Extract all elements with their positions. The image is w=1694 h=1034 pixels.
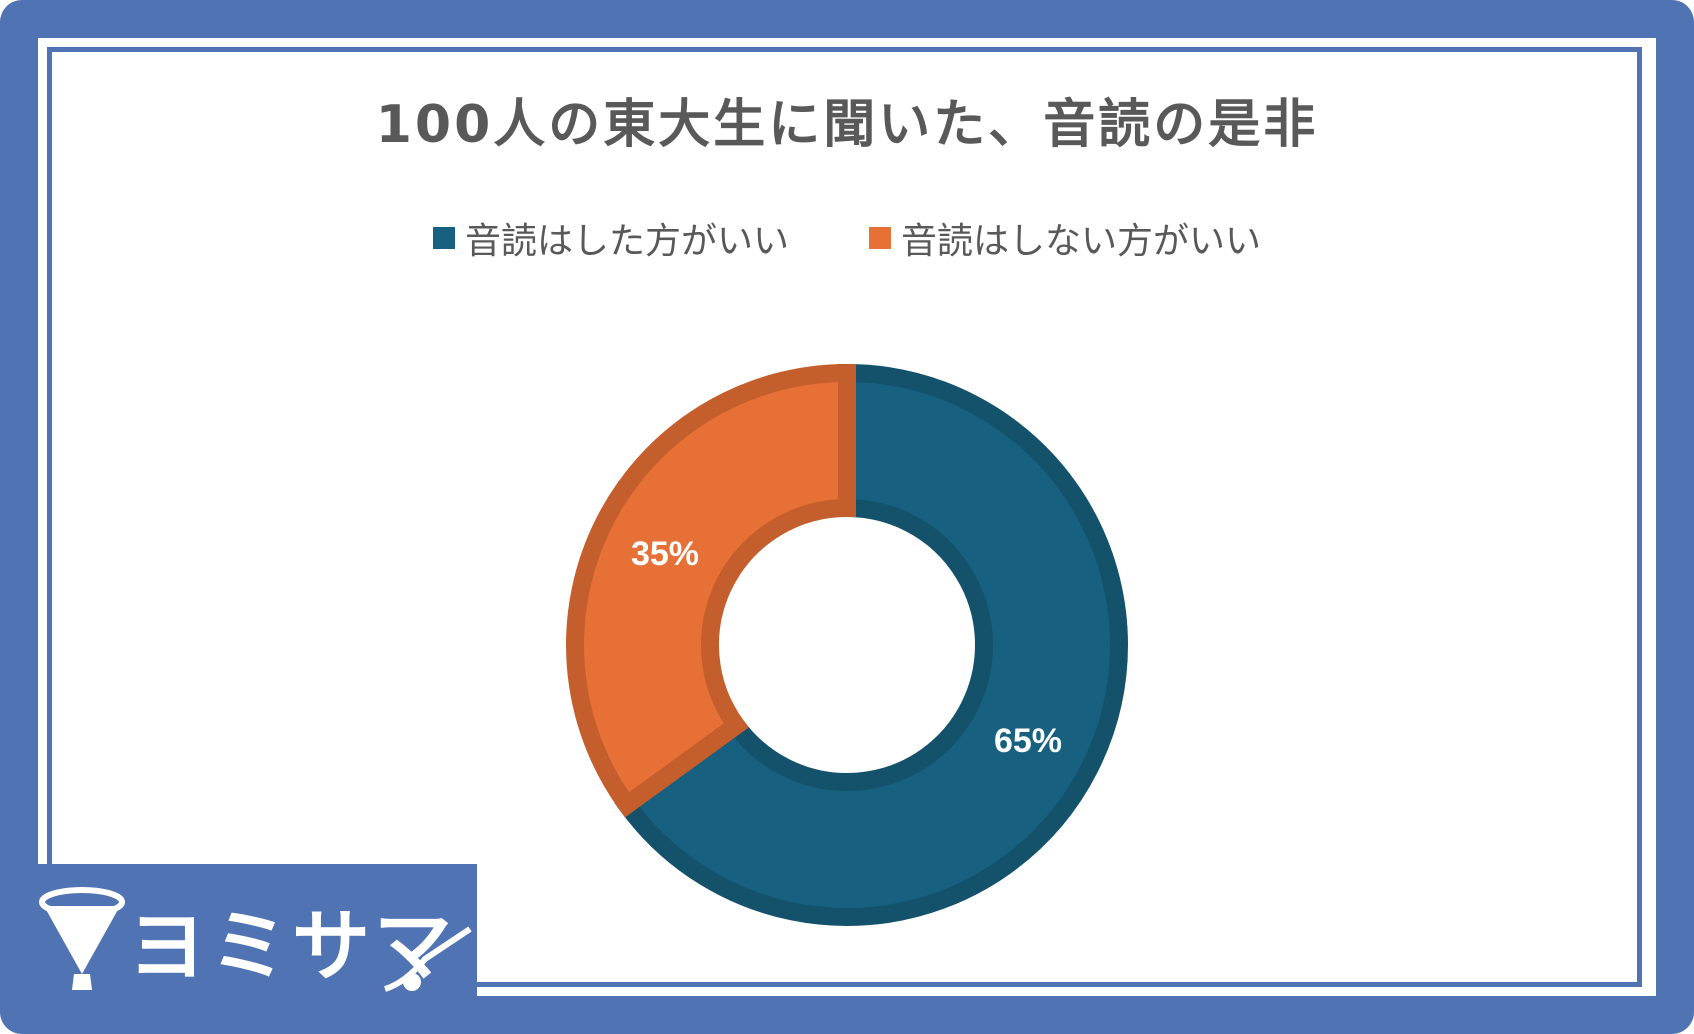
inner-border [47,47,1642,987]
legend: 音読はした方がいい 音読はしない方がいい [0,212,1694,264]
donut-slice-0 [614,363,1128,926]
legend-item-yes: 音読はした方がいい [432,212,789,264]
legend-label-yes: 音読はした方がいい [464,221,789,262]
logo-badge: ヨミサマ [0,864,477,1010]
data-label-1: 35% [631,535,699,573]
legend-label-no: 音読はしない方がいい [901,221,1262,262]
logo-text: ヨミサマ [128,902,457,992]
data-label-0: 65% [994,722,1062,760]
legend-swatch-yes [432,227,455,249]
funnel-icon [39,887,472,992]
legend-item-no: 音読はしない方がいい [869,212,1261,264]
donut-slice-1 [566,363,856,818]
chart-title: 100人の東大生に聞いた、音読の是非 [375,95,1319,155]
legend-swatch-no [869,227,891,249]
